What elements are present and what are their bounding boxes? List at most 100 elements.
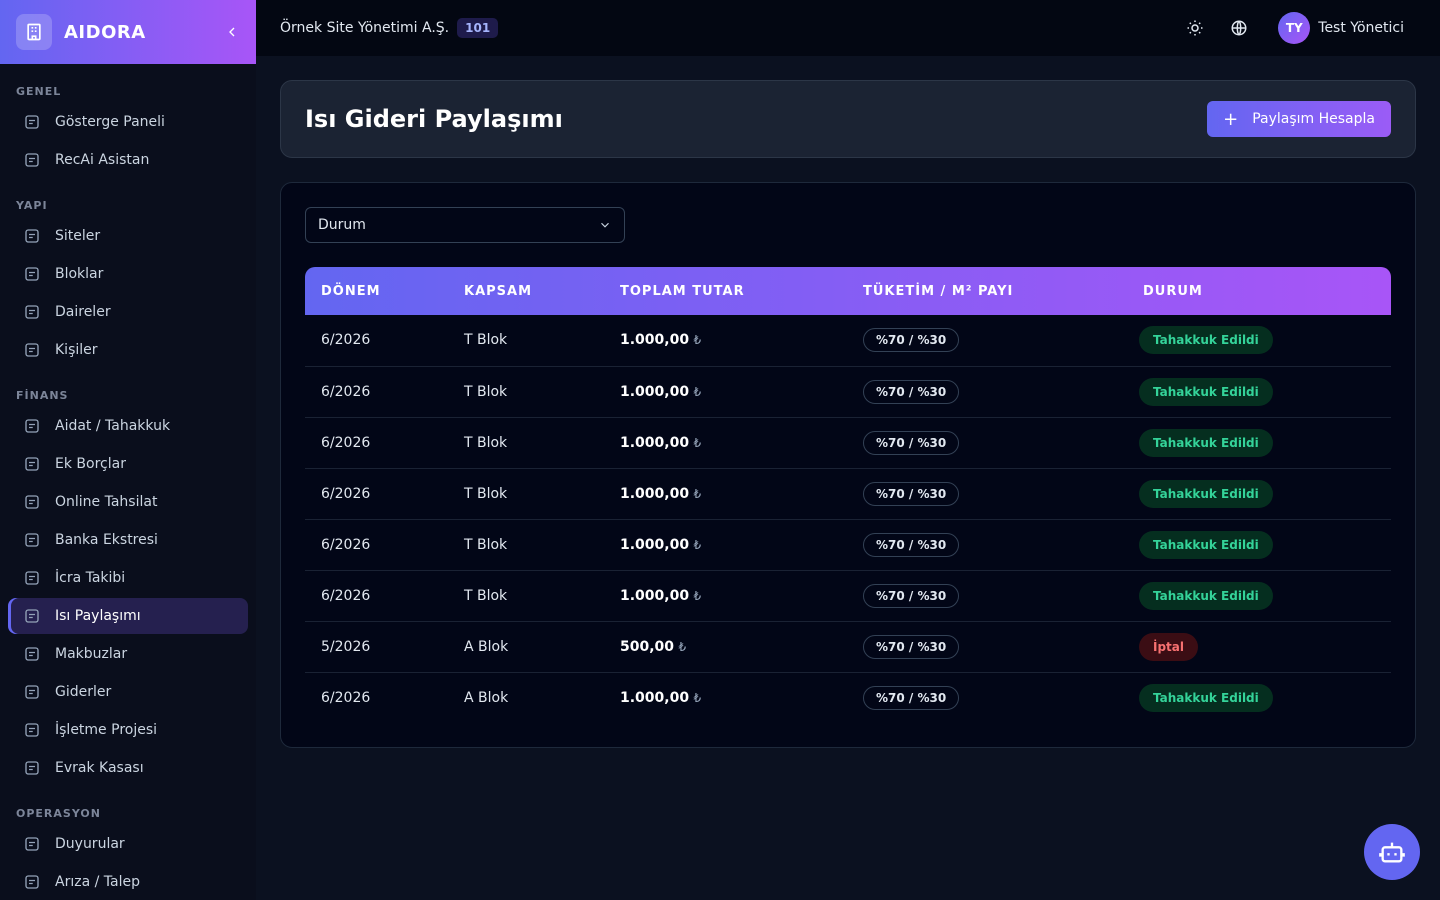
nav-item[interactable]: İcra Takibi (8, 560, 248, 596)
cell: 1.000,00 ₺ (604, 417, 847, 469)
column-header: TÜKETİM / M² PAYI (863, 283, 1014, 299)
nav-item[interactable]: Makbuzlar (8, 636, 248, 672)
filter-label: Durum (318, 217, 366, 233)
nav-item[interactable]: Daireler (8, 294, 248, 330)
nav-label: Giderler (55, 684, 112, 700)
nav-item[interactable]: Arıza / Talep (8, 864, 248, 900)
status: Tahakkuk Edildi (1139, 428, 1273, 457)
amount: 1.000,00 (620, 536, 690, 553)
nav-item[interactable]: Banka Ekstresi (8, 522, 248, 558)
ratio: %70 / %30 (863, 583, 960, 608)
theme-toggle[interactable] (1186, 19, 1204, 37)
nav-item[interactable]: Aidat / Tahakkuk (8, 408, 248, 444)
collapse-button[interactable] (224, 24, 240, 40)
user-name[interactable]: Test Yönetici (1318, 20, 1404, 36)
sidebar: AIDORA GENEL Gösterge Paneli RecAi Asistan… (0, 0, 256, 900)
section-title: YAPI (16, 199, 48, 212)
status: Tahakkuk Edildi (1139, 581, 1273, 610)
nav-item[interactable]: Siteler (8, 218, 248, 254)
table-row[interactable]: 6/2026 T Blok 1.000,00 ₺ %70 / %30 Tahakkuk … (305, 468, 1391, 520)
table-body: 6/2026 T Blok 1.000,00 ₺ %70 / %30 Tahakkuk … (305, 315, 1391, 723)
nav-item[interactable]: İşletme Projesi (8, 712, 248, 748)
scope: T Blok (464, 485, 508, 502)
status: Tahakkuk Edildi (1139, 683, 1273, 712)
table-card: Durum DÖNEM KAPSAM TOPLAM TUTAR TÜKETİM / M… (280, 182, 1416, 748)
table-row[interactable]: 6/2026 T Blok 1.000,00 ₺ %70 / %30 Tahakkuk … (305, 315, 1391, 367)
ratio: %70 / %30 (863, 481, 960, 506)
column-header: TOPLAM TUTAR (620, 283, 745, 299)
nav-item[interactable]: Gösterge Paneli (8, 104, 248, 140)
page-header: Isı Gideri Paylaşımı + Paylaşım Hesapla (280, 80, 1416, 158)
nav-item[interactable]: Kişiler (8, 332, 248, 368)
currency: ₺ (693, 486, 702, 501)
logo (16, 14, 52, 50)
currency: ₺ (678, 639, 687, 654)
nav-label: Siteler (55, 228, 101, 244)
table-row[interactable]: 6/2026 T Blok 1.000,00 ₺ %70 / %30 Tahakkuk … (305, 366, 1391, 418)
nav-icon (25, 305, 39, 319)
nav-item[interactable]: Evrak Kasası (8, 750, 248, 786)
table-row[interactable]: 6/2026 T Blok 1.000,00 ₺ %70 / %30 Tahakkuk … (305, 519, 1391, 571)
amount: 1.000,00 (620, 587, 690, 604)
brand-name: AIDORA (64, 21, 146, 43)
cell: 6/2026 (305, 315, 448, 367)
calculate-button[interactable]: + Paylaşım Hesapla (1207, 101, 1391, 137)
nav-item[interactable]: Duyurular (8, 826, 248, 862)
nav-label: Makbuzlar (55, 646, 128, 662)
avatar[interactable]: TY (1278, 12, 1311, 44)
status: Tahakkuk Edildi (1139, 530, 1273, 559)
table-row[interactable]: 6/2026 A Blok 1.000,00 ₺ %70 / %30 Tahakkuk … (305, 672, 1391, 723)
table-row[interactable]: 5/2026 A Blok 500,00 ₺ %70 / %30 İptal (305, 621, 1391, 673)
scope: T Blok (464, 434, 508, 451)
cell: T Blok (448, 366, 604, 418)
status: Tahakkuk Edildi (1139, 326, 1273, 355)
organization[interactable]: Örnek Site Yönetimi A.Ş. (280, 20, 450, 36)
period: 5/2026 (321, 638, 371, 655)
nav-label: Bloklar (55, 266, 104, 282)
period: 6/2026 (321, 332, 371, 349)
cell: T Blok (448, 468, 604, 520)
table-row[interactable]: 6/2026 T Blok 1.000,00 ₺ %70 / %30 Tahakkuk … (305, 417, 1391, 469)
currency: ₺ (693, 435, 702, 450)
cell: Tahakkuk Edildi (1127, 570, 1391, 622)
nav-icon (25, 229, 39, 243)
cell: 1.000,00 ₺ (604, 468, 847, 520)
ratio: %70 / %30 (863, 430, 960, 455)
nav-item[interactable]: Isı Paylaşımı (8, 598, 248, 634)
ratio: %70 / %30 (863, 379, 960, 404)
cell: T Blok (448, 315, 604, 367)
assistant-button[interactable] (1364, 824, 1420, 880)
nav-label: Daireler (55, 304, 111, 320)
nav-icon (25, 115, 39, 129)
cell: 1.000,00 ₺ (604, 672, 847, 723)
period: 6/2026 (321, 587, 371, 604)
nav-label: Banka Ekstresi (55, 532, 158, 548)
table-row[interactable]: 6/2026 T Blok 1.000,00 ₺ %70 / %30 Tahakkuk … (305, 570, 1391, 622)
nav-item[interactable]: Bloklar (8, 256, 248, 292)
cell: %70 / %30 (847, 366, 1127, 418)
ratio: %70 / %30 (863, 685, 960, 710)
amount: 1.000,00 (620, 485, 690, 502)
ratio: %70 / %30 (863, 532, 960, 557)
currency: ₺ (693, 333, 702, 348)
scope: A Blok (464, 638, 509, 655)
nav-icon (25, 685, 39, 699)
language-toggle[interactable] (1230, 19, 1248, 37)
nav-icon (25, 533, 39, 547)
cell: %70 / %30 (847, 417, 1127, 469)
cell: İptal (1127, 621, 1391, 673)
status-filter[interactable]: Durum (305, 207, 625, 243)
cell: 6/2026 (305, 417, 448, 469)
cell: 6/2026 (305, 468, 448, 520)
nav-icon (25, 571, 39, 585)
nav-item[interactable]: Giderler (8, 674, 248, 710)
cell: 1.000,00 ₺ (604, 519, 847, 571)
nav-item[interactable]: RecAi Asistan (8, 142, 248, 178)
header-row: DÖNEM KAPSAM TOPLAM TUTAR TÜKETİM / M² PAYI… (305, 267, 1391, 315)
nav-icon (25, 837, 39, 851)
nav-label: Kişiler (55, 342, 98, 358)
nav-item[interactable]: Ek Borçlar (8, 446, 248, 482)
scope: T Blok (464, 536, 508, 553)
nav-item[interactable]: Online Tahsilat (8, 484, 248, 520)
nav-icon (25, 647, 39, 661)
